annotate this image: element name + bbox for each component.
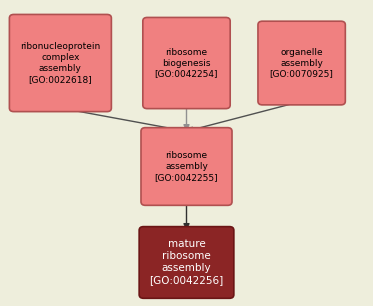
Text: ribosome
biogenesis
[GO:0042254]: ribosome biogenesis [GO:0042254] <box>155 48 218 78</box>
FancyBboxPatch shape <box>258 21 345 105</box>
FancyBboxPatch shape <box>143 17 230 109</box>
FancyBboxPatch shape <box>139 227 234 298</box>
FancyBboxPatch shape <box>9 14 112 112</box>
Text: ribosome
assembly
[GO:0042255]: ribosome assembly [GO:0042255] <box>155 151 218 182</box>
FancyBboxPatch shape <box>141 128 232 205</box>
Text: ribonucleoprotein
complex
assembly
[GO:0022618]: ribonucleoprotein complex assembly [GO:0… <box>20 43 100 84</box>
Text: mature
ribosome
assembly
[GO:0042256]: mature ribosome assembly [GO:0042256] <box>149 240 224 285</box>
Text: organelle
assembly
[GO:0070925]: organelle assembly [GO:0070925] <box>270 48 333 78</box>
